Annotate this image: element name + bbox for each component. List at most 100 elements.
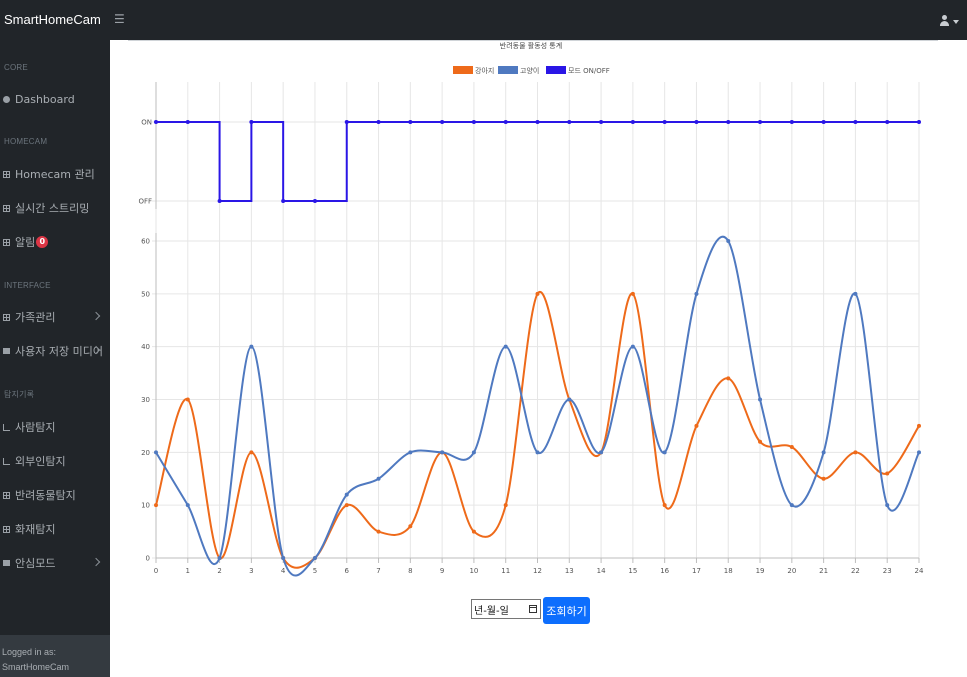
mode-axis-label: ON [141,119,152,127]
divider [128,40,938,41]
sidebar-toggle-icon[interactable]: ☰ [114,12,125,26]
legend-swatch [498,66,518,74]
x-tick-label: 0 [154,567,158,575]
data-point [471,450,476,455]
sidebar-item-user-media[interactable]: 사용자 저장 미디어 [3,341,107,361]
chart-series [154,120,921,577]
data-point [376,476,381,481]
x-tick-label: 14 [597,567,606,575]
legend-swatch [453,66,473,74]
book-icon [3,348,10,354]
data-point [408,120,413,124]
x-tick-label: 13 [565,567,574,575]
chart-axes: 0 1 2 3 4 5 6 7 8 9 10 11 12 13 14 15 16 17 18 19 20 21 22 23 24… [138,82,924,575]
y-tick-label: 60 [141,238,150,246]
legend-item-cat[interactable]: 고양이 [498,66,539,75]
sidebar-item-notifications[interactable]: 알림 0 [3,232,107,252]
x-tick-label: 11 [501,567,510,575]
data-point [408,524,413,529]
x-tick-label: 19 [756,567,765,575]
x-tick-label: 12 [533,567,542,575]
sidebar-item-live-streaming[interactable]: 실시간 스트리밍 [3,198,107,218]
sidebar-item-label: 실시간 스트리밍 [15,202,90,215]
data-point [249,450,254,455]
chevron-right-icon [91,311,101,321]
data-point [281,199,286,203]
date-input[interactable]: 년-월-일 [471,599,541,619]
y-tick-label: 0 [146,555,150,563]
data-point [917,450,921,455]
y-tick-label: 30 [141,396,150,404]
data-point [281,556,286,560]
data-point [344,120,349,124]
sidebar-item-family[interactable]: 가족관리 [3,307,107,327]
data-point [535,120,540,124]
x-tick-label: 9 [440,567,444,575]
data-point [376,120,381,124]
chart-legend[interactable]: 강아지 고양이 모드 ON/OFF [453,66,610,75]
sidebar-item-fire-detection[interactable]: 화재탐지 [3,519,107,539]
data-point [154,120,158,124]
data-point [789,120,794,124]
data-point [471,120,476,124]
sidebar-item-label: 반려동물탐지 [15,489,76,502]
data-point [821,120,826,124]
sidebar-item-safe-mode[interactable]: 안심모드 [3,553,107,573]
date-input-value: 년-월-일 [474,605,509,617]
data-point [853,120,858,124]
calendar-icon[interactable] [529,605,537,613]
data-point [376,529,381,534]
data-point [217,556,222,560]
dashboard-icon [3,95,10,103]
data-point [599,120,604,124]
x-tick-label: 23 [883,567,892,575]
data-point [535,450,540,455]
sidebar-item-dashboard[interactable]: Dashboard [3,89,107,109]
data-point [885,471,890,476]
sidebar-item-label: Homecam 관리 [15,168,95,181]
x-tick-label: 4 [281,567,286,575]
data-point [217,199,222,203]
table-icon [3,313,10,321]
x-tick-label: 8 [408,567,412,575]
legend-label: 고양이 [520,66,539,75]
pet-activity-chart: 0 1 2 3 4 5 6 7 8 9 10 11 12 13 14 15 16 17 18 19 20 21 22 23 24… [138,41,924,577]
notification-count-badge: 0 [36,236,49,248]
sidebar-item-label: 사람탐지 [15,421,56,434]
series-line-cat [155,235,920,577]
data-point [694,291,699,296]
data-point [726,376,731,381]
data-point [503,503,508,508]
book-icon [3,560,10,566]
sidebar-item-stranger-detection[interactable]: 외부인탐지 [3,451,107,471]
brand-title[interactable]: SmartHomeCam [4,12,101,27]
data-point [185,397,190,402]
user-icon [940,14,949,26]
legend-item-mode[interactable]: 모드 ON/OFF [546,66,610,75]
sidebar-item-person-detection[interactable]: 사람탐지 [3,417,107,437]
legend-item-dog[interactable]: 강아지 [453,66,494,75]
x-tick-label: 24 [915,567,924,575]
data-point [567,120,572,124]
table-icon [3,170,10,178]
sidebar-item-homecam-manage[interactable]: Homecam 관리 [3,164,107,184]
sidebar-heading-interface: INTERFACE [4,281,51,290]
x-tick-label: 21 [819,567,828,575]
data-point [503,120,508,124]
data-point [344,503,349,508]
data-point [726,239,731,243]
data-point [471,529,476,534]
sidebar-item-label: 화재탐지 [15,523,56,536]
x-tick-label: 7 [376,567,380,575]
chevron-right-icon [91,557,101,567]
data-point [821,476,826,481]
sidebar-item-label: 사용자 저장 미디어 [15,345,103,358]
legend-label: 강아지 [475,66,494,75]
sidebar-item-pet-detection[interactable]: 반려동물탐지 [3,485,107,505]
sidebar-item-label: 외부인탐지 [15,455,66,468]
data-point [599,450,604,455]
sidebar-item-label: 가족관리 [15,311,56,324]
query-button[interactable]: 조회하기 [543,597,590,624]
user-menu-button[interactable] [940,12,959,28]
sidebar-item-label: Dashboard [15,92,75,106]
